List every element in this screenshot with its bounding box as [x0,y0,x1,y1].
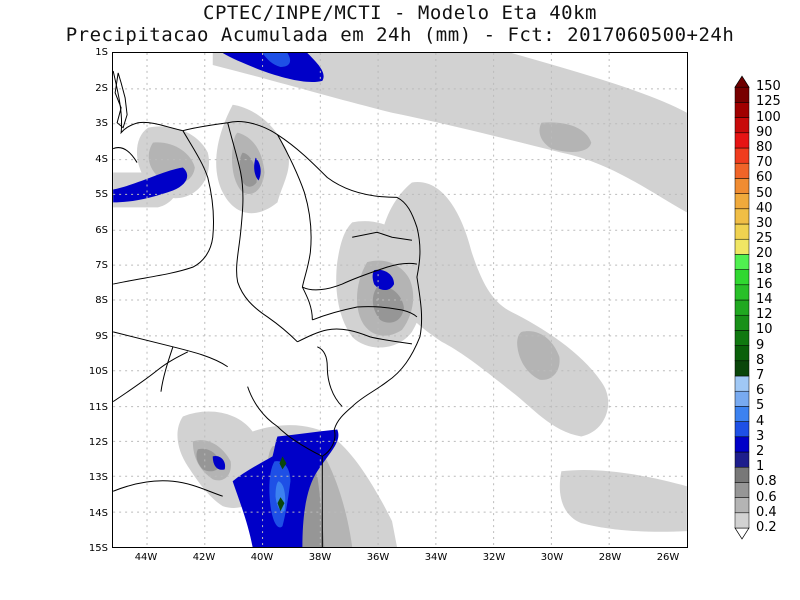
colorbar-bottom-cap [734,527,750,540]
colorbar-label: 4 [756,413,765,429]
colorbar-label: 9 [756,337,765,353]
lon-tick-44w: 44W [134,552,158,563]
lon-tick-40w: 40W [250,552,274,563]
colorbar-segment [734,406,750,422]
lon-tick-34w: 34W [424,552,448,563]
colorbar-segment [734,390,750,407]
colorbar-label: 80 [756,140,773,155]
colorbar-label: 60 [756,170,773,186]
lat-tick-11s: 11S [88,402,108,413]
colorbar-label: 18 [756,261,773,277]
colorbar-label: 40 [756,200,773,216]
colorbar-segment [734,466,750,483]
colorbar-segment [734,451,750,468]
lat-tick-13s: 13S [88,472,108,483]
colorbar-segment [734,421,750,438]
colorbar-segment [734,482,750,498]
colorbar-label: 6 [756,383,765,399]
map-title-line2: Precipitacao Acumulada em 24h (mm) - Fct… [65,24,735,46]
colorbar-label: 5 [756,398,765,414]
precipitation-map [112,52,688,548]
colorbar-segment [734,254,750,270]
lat-tick-1s: 1S [95,47,108,58]
colorbar-label: 8 [756,352,765,368]
state-borders [113,122,418,497]
colorbar-segment [734,360,750,377]
lat-tick-15s: 15S [88,543,108,554]
lat-tick-2s: 2S [95,83,108,94]
colorbar-label: 20 [756,246,773,262]
colorbar-label: 70 [756,155,773,171]
colorbar-segment [734,436,750,453]
colorbar-label: 2 [756,444,765,459]
colorbar-label: 125 [756,94,781,110]
lat-tick-6s: 6S [95,225,108,236]
lon-tick-38w: 38W [308,552,332,563]
colorbar-label: 14 [756,292,773,307]
colorbar-segment [734,162,750,179]
grid-lines [113,53,687,547]
colorbar-segment [734,345,750,362]
colorbar-segment [734,238,750,255]
colorbar-top-cap [734,75,750,88]
colorbar-label: 7 [756,368,765,383]
map-title-line1: CPTEC/INPE/MCTI - Modelo Eta 40km [203,2,597,24]
colorbar-label: 10 [756,322,773,338]
colorbar-segment [734,147,750,164]
lon-tick-30w: 30W [540,552,564,563]
colorbar-label: 30 [756,216,773,231]
colorbar-label: 3 [756,428,765,444]
colorbar-label: 12 [756,307,773,323]
colorbar-label: 0.6 [756,489,777,505]
colorbar-label: 16 [756,276,773,292]
lat-tick-10s: 10S [88,366,108,377]
colorbar-label: 0.8 [756,474,777,490]
colorbar-label: 150 [756,79,781,95]
colorbar-segment [734,208,750,225]
colorbar-segment [734,314,750,331]
colorbar-segment [734,284,750,301]
colorbar-label: 0.2 [756,520,777,535]
colorbar-segment [734,375,750,392]
lat-tick-3s: 3S [95,118,108,129]
colorbar-label: 0.4 [756,504,777,520]
colorbar-segment [734,178,750,194]
colorbar-segment [734,117,750,134]
colorbar-label: 1 [756,459,765,475]
colorbar-segment [734,132,750,149]
colorbar-label: 25 [756,231,773,247]
colorbar-label: 90 [756,124,773,140]
colorbar-segment [734,512,750,529]
lon-tick-42w: 42W [192,552,216,563]
lat-tick-8s: 8S [95,295,108,306]
lon-tick-32w: 32W [482,552,506,563]
lat-tick-14s: 14S [88,508,108,519]
lat-tick-4s: 4S [95,154,108,165]
lon-tick-28w: 28W [598,552,622,563]
lat-tick-12s: 12S [88,437,108,448]
precip-colorbar [734,75,750,540]
colorbar-segment [734,269,750,286]
lat-tick-5s: 5S [95,189,108,200]
lat-tick-9s: 9S [95,331,108,342]
colorbar-label: 100 [756,109,781,125]
colorbar-label: 50 [756,185,773,201]
colorbar-segment [734,86,750,103]
lon-tick-26w: 26W [656,552,680,563]
precip-blue-layer [113,53,395,547]
colorbar-segment [734,102,750,118]
colorbar-segment [734,299,750,316]
colorbar-segment [734,497,750,514]
lon-tick-36w: 36W [366,552,390,563]
lat-tick-7s: 7S [95,260,108,271]
coastline [113,70,423,547]
colorbar-segment [734,193,750,210]
colorbar-segment [734,330,750,346]
colorbar-segment [734,223,750,240]
